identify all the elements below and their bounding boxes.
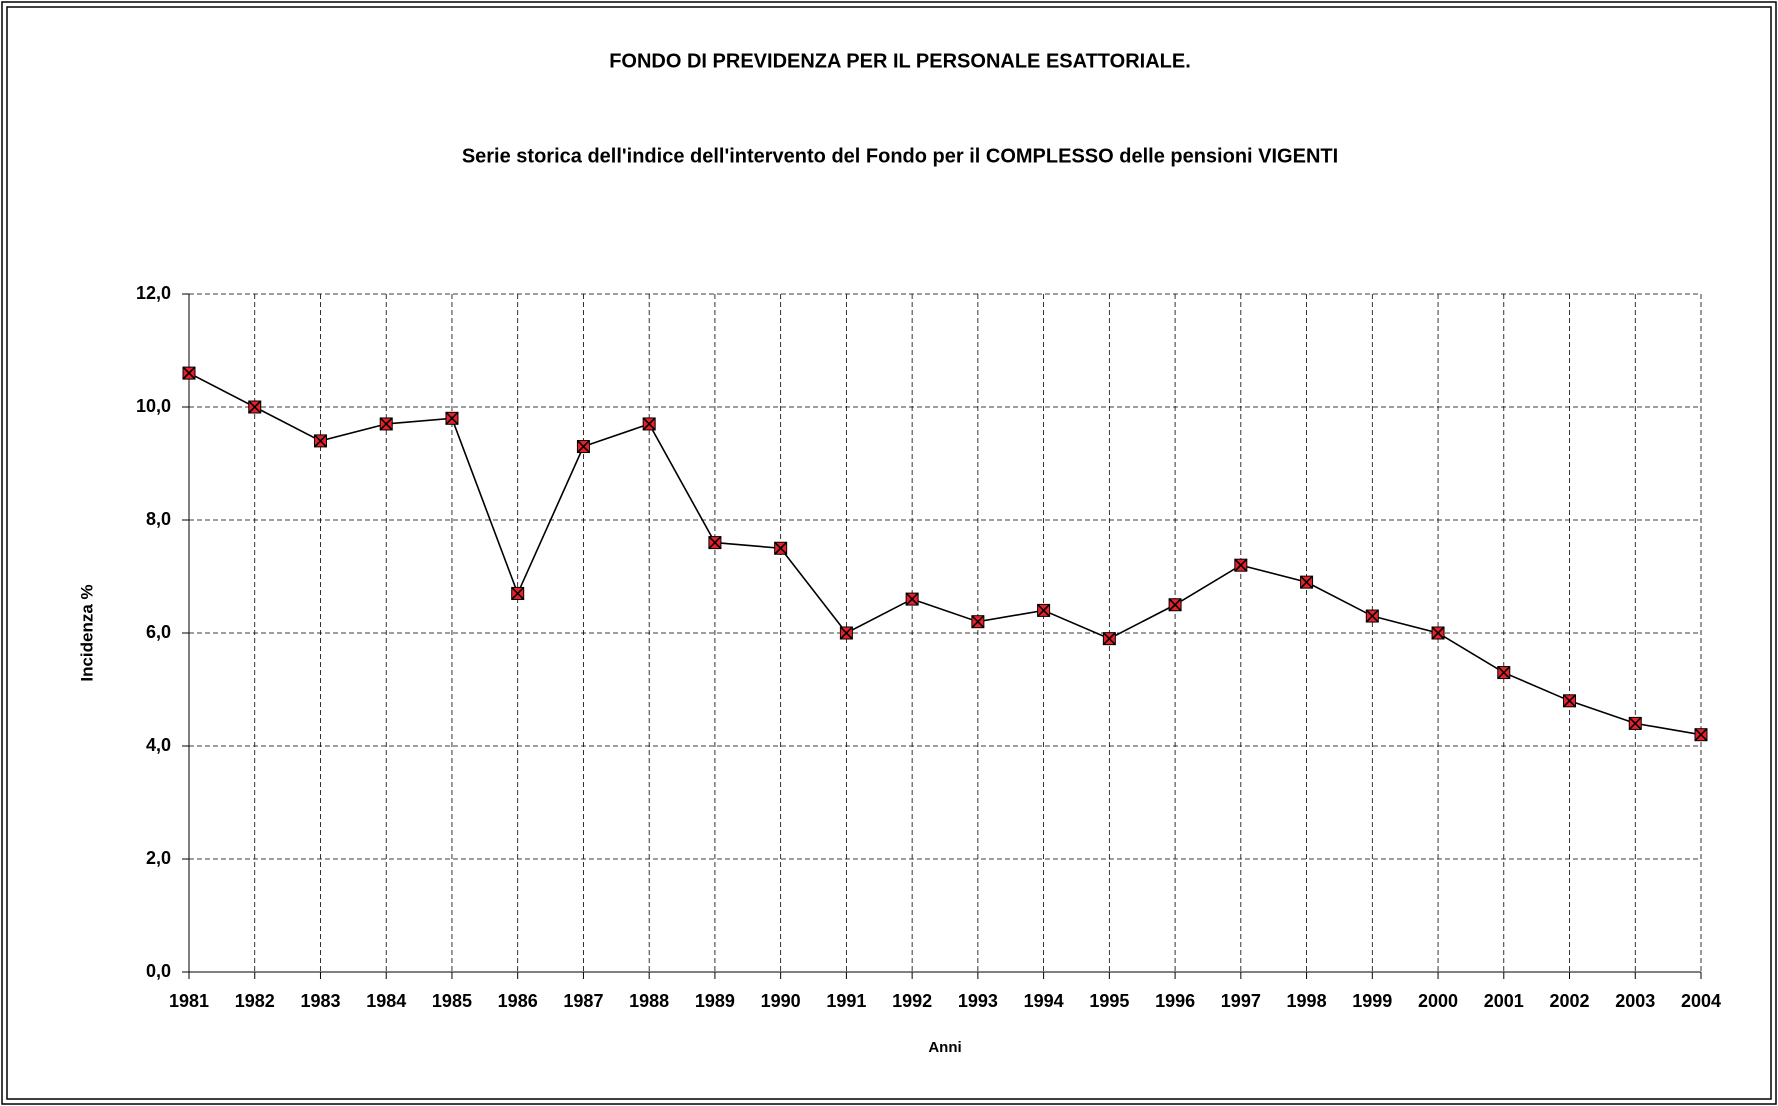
marker	[313, 434, 328, 448]
y-tick-label: 2,0	[146, 848, 171, 868]
marker	[576, 439, 591, 454]
x-tick-label: 1990	[761, 991, 801, 1011]
marker	[248, 400, 262, 414]
marker	[1102, 632, 1116, 646]
x-tick-label: 2000	[1418, 991, 1458, 1011]
y-tick-label: 10,0	[136, 396, 171, 416]
marker	[905, 592, 919, 606]
marker	[1365, 609, 1379, 623]
marker	[182, 366, 196, 380]
x-tick-label: 1994	[1024, 991, 1064, 1011]
marker	[708, 536, 722, 550]
marker	[1562, 694, 1577, 708]
x-tick-label: 1998	[1287, 991, 1327, 1011]
y-tick-label: 8,0	[146, 509, 171, 529]
marker	[1628, 716, 1642, 730]
y-axis-label: Incidenza %	[77, 584, 96, 681]
x-tick-label: 1991	[826, 991, 866, 1011]
marker	[511, 586, 525, 601]
x-tick-label: 2001	[1484, 991, 1524, 1011]
x-tick-label: 1989	[695, 991, 735, 1011]
x-tick-label: 1993	[958, 991, 998, 1011]
marker	[1300, 575, 1314, 589]
x-tick-label: 1995	[1089, 991, 1129, 1011]
marker	[445, 411, 459, 425]
y-tick-label: 0,0	[146, 961, 171, 981]
x-tick-label: 1992	[892, 991, 932, 1011]
marker	[1497, 665, 1511, 680]
y-tick-label: 6,0	[146, 622, 171, 642]
x-tick-label: 1983	[300, 991, 340, 1011]
y-tick-label: 12,0	[136, 283, 171, 303]
marker	[1168, 598, 1182, 612]
x-tick-label: 1982	[235, 991, 275, 1011]
chart-title: FONDO DI PREVIDENZA PER IL PERSONALE ESA…	[609, 50, 1191, 72]
marker	[971, 615, 985, 629]
chart-subtitle: Serie storica dell'indice dell'intervent…	[462, 145, 1338, 167]
x-tick-label: 2003	[1615, 991, 1655, 1011]
marker	[1694, 728, 1708, 742]
x-tick-label: 2004	[1681, 991, 1721, 1011]
x-tick-label: 2002	[1549, 991, 1589, 1011]
x-tick-label: 1986	[498, 991, 538, 1011]
x-tick-label: 1987	[563, 991, 603, 1011]
x-axis-label: Anni	[928, 1039, 961, 1056]
y-tick-label: 4,0	[146, 735, 171, 755]
marker	[774, 541, 788, 555]
marker	[1234, 558, 1248, 572]
marker	[642, 417, 656, 431]
series-line	[188, 372, 1702, 736]
x-tick-label: 1981	[169, 991, 209, 1011]
marker	[379, 417, 393, 431]
x-tick-label: 1984	[366, 991, 406, 1011]
marker	[1037, 603, 1051, 617]
frame-inner	[6, 6, 1772, 1100]
x-tick-label: 1997	[1221, 991, 1261, 1011]
x-tick-label: 1996	[1155, 991, 1195, 1011]
x-tick-label: 1999	[1352, 991, 1392, 1011]
x-tick-label: 1988	[629, 991, 669, 1011]
marker	[1431, 626, 1445, 640]
marker	[839, 626, 853, 640]
x-tick-label: 1985	[432, 991, 472, 1011]
